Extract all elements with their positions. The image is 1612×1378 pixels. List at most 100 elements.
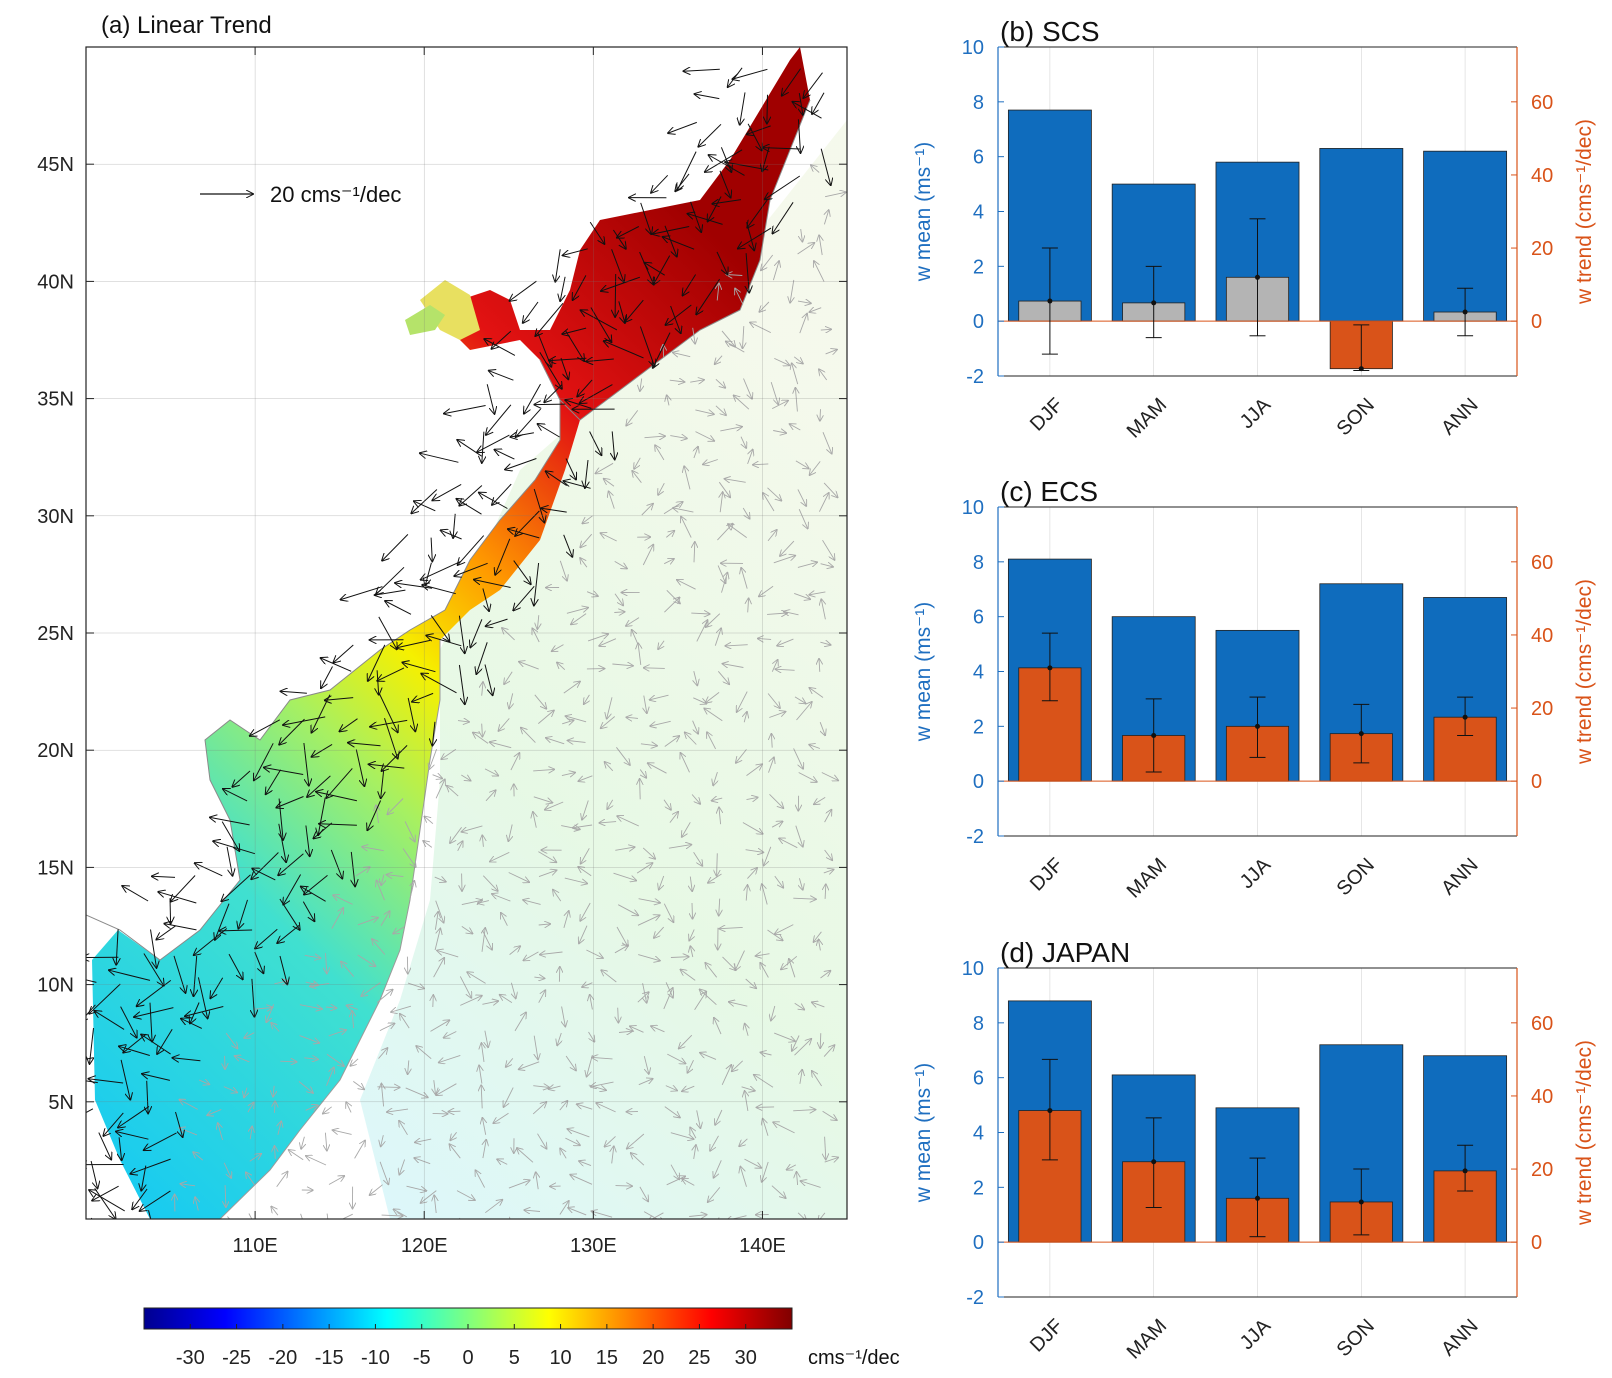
trend-point [1359,1199,1364,1204]
colorbar-tick-label: 5 [509,1347,520,1369]
panel-title: (c) ECS [1000,476,1098,507]
category-label: JJA [1236,1315,1276,1355]
category-label: JJA [1236,394,1276,434]
vector-arrow-significant [615,274,616,317]
left-tick-label: 0 [973,311,984,333]
colorbar-tick-label: 20 [642,1347,664,1369]
right-tick-label: 0 [1531,311,1542,333]
vector-arrow-significant [87,1218,91,1242]
map-ytick-label: 40N [37,271,74,293]
trend-point [1463,310,1468,315]
category-label: MAM [1123,854,1172,903]
panel-title: (b) SCS [1000,16,1100,47]
left-tick-label: 4 [973,662,984,684]
right-tick-label: 40 [1531,165,1553,187]
left-axis-label: w mean (ms⁻¹) [912,602,935,742]
map-ytick-label: 35N [37,389,74,411]
colorbar-tick-label: 0 [462,1347,473,1369]
vector-arrow [692,903,693,919]
vector-arrow [275,1101,276,1113]
trend-point [1255,1196,1260,1201]
left-tick-label: 0 [973,1232,984,1254]
left-tick-label: 6 [973,1068,984,1090]
right-tick-label: 60 [1531,92,1553,114]
trend-point [1463,715,1468,720]
category-label: ANN [1437,1315,1482,1360]
right-tick-label: 0 [1531,1232,1542,1254]
left-tick-label: 8 [973,1013,984,1035]
left-tick-label: 10 [962,37,984,59]
vector-arrow [714,1217,719,1239]
vector-arrow-significant [534,404,565,405]
map-title: (a) Linear Trend [101,12,272,39]
left-tick-label: -2 [966,826,984,848]
vector-arrow [644,668,665,669]
category-label: JJA [1236,854,1276,894]
colorbar-tick-label: -5 [413,1347,431,1369]
left-tick-label: 6 [973,147,984,169]
category-label: ANN [1437,394,1482,439]
map-ytick-label: 10N [37,975,74,997]
colorbar-tick-label: -25 [222,1347,251,1369]
left-tick-label: -2 [966,1287,984,1309]
left-tick-label: 10 [962,958,984,980]
right-tick-label: 0 [1531,771,1542,793]
colorbar-tick-label: -10 [361,1347,390,1369]
left-axis-label: w mean (ms⁻¹) [912,1063,935,1203]
right-tick-label: 20 [1531,238,1553,260]
trend-point [1255,724,1260,729]
left-axis-label: w mean (ms⁻¹) [912,142,935,282]
colorbar-tick-label: 25 [688,1347,710,1369]
vector-arrow-significant [767,95,768,124]
left-tick-label: 6 [973,607,984,629]
trend-point [1151,300,1156,305]
category-label: DJF [1026,854,1067,895]
map-ytick-label: 45N [37,154,74,176]
vector-arrow [820,1033,821,1048]
map-ytick-label: 5N [48,1092,74,1114]
vector-arrow [433,995,434,1007]
map-xtick-label: 120E [401,1235,448,1257]
trend-point [1359,731,1364,736]
trend-point [1151,733,1156,738]
left-tick-label: 4 [973,202,984,224]
category-label: SON [1333,394,1379,440]
left-tick-label: -2 [966,366,984,388]
vector-arrow [616,1186,632,1187]
left-tick-label: 0 [973,771,984,793]
colorbar-tick-label: 30 [735,1347,757,1369]
trend-point [1463,1168,1468,1173]
trend-point [1047,665,1052,670]
colorbar-tick-label: -20 [268,1347,297,1369]
right-tick-label: 20 [1531,1159,1553,1181]
category-label: DJF [1026,1315,1067,1356]
right-tick-label: 40 [1531,625,1553,647]
map-xtick-label: 140E [739,1235,786,1257]
trend-point [1047,1108,1052,1113]
map-xtick-label: 130E [570,1235,617,1257]
map-ytick-label: 30N [37,506,74,528]
vector-arrow-significant [170,898,171,923]
right-tick-label: 40 [1531,1086,1553,1108]
category-label: SON [1333,854,1379,900]
category-label: ANN [1437,854,1482,899]
vector-arrow [460,1218,463,1236]
category-label: MAM [1123,1315,1172,1364]
category-label: MAM [1123,394,1172,443]
vector-arrow [820,409,821,421]
reference-vector-label: 20 cms⁻¹/dec [270,182,401,207]
map-field [57,47,847,1242]
vector-arrow [433,1113,448,1114]
trend-point [1359,366,1364,371]
left-tick-label: 8 [973,552,984,574]
left-tick-label: 2 [973,256,984,278]
